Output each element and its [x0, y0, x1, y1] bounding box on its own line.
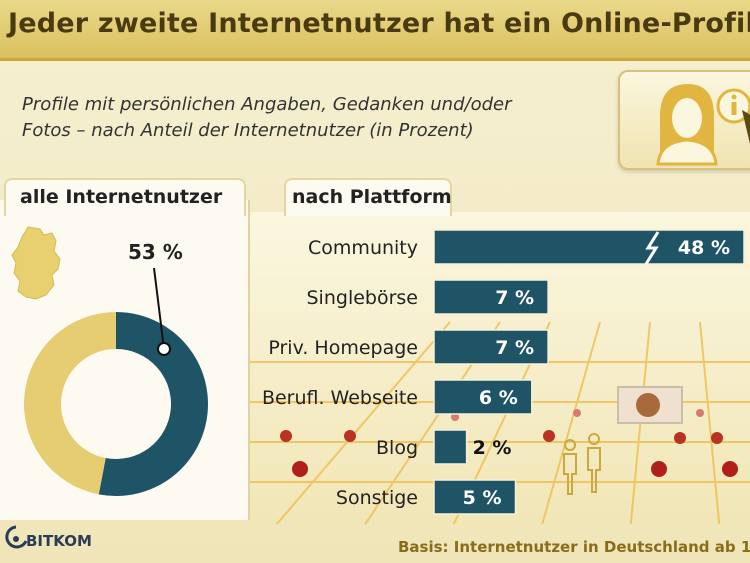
donut-chart — [24, 267, 209, 497]
subtitle: Profile mit persönlichen Angaben, Gedank… — [22, 92, 582, 144]
donut-leader-line — [153, 267, 165, 350]
bar-0 — [433, 229, 745, 265]
floor-grid — [250, 321, 750, 533]
bar-chart: Community 48 % Singlebörse 7 % Priv. Homepag… — [262, 229, 745, 515]
bar-category-label-0: Community — [308, 237, 418, 259]
bar-value-label-1: 7 % — [495, 287, 534, 309]
tab-alle-internetnutzer — [4, 178, 246, 216]
bar-value-label-5: 5 % — [463, 487, 502, 509]
bar-category-label-1: Singlebörse — [307, 287, 419, 309]
info-icon — [716, 88, 750, 124]
cursor-arrow-icon — [742, 110, 750, 144]
tab-alle-internetnutzer-label: alle Internetnutzer — [20, 186, 223, 208]
bar-category-label-3: Berufl. Webseite — [262, 387, 418, 409]
subtitle-line-2: Fotos – nach Anteil der Internetnutzer (… — [22, 120, 474, 141]
bar-category-label-5: Sonstige — [336, 487, 418, 509]
bar-value-label-2: 7 % — [495, 337, 534, 359]
bar-value-label-4: 2 % — [473, 437, 512, 459]
subtitle-line-1: Profile mit persönlichen Angaben, Gedank… — [22, 94, 512, 115]
lightning-icon — [644, 231, 660, 265]
people-figures-icon — [563, 433, 601, 495]
tab-nach-plattform-label: nach Plattform — [292, 186, 452, 208]
photo-card — [617, 386, 683, 424]
bar-value-label-3: 6 % — [479, 387, 518, 409]
bar-4 — [433, 429, 468, 465]
bar-category-label-4: Blog — [376, 437, 418, 459]
decor-spheres — [280, 409, 738, 477]
bar-5 — [433, 479, 517, 515]
title-bar — [0, 0, 750, 61]
germany-map-icon — [11, 226, 61, 300]
tab-nach-plattform — [284, 178, 452, 216]
bar-2 — [433, 329, 549, 365]
footnote: Basis: Internetnutzer in Deutschland ab … — [398, 538, 750, 556]
donut-slice-rest — [24, 312, 117, 495]
bar-value-label-0: 48 % — [678, 237, 730, 259]
page-title: Jeder zweite Internetnutzer hat ein Onli… — [8, 8, 750, 39]
profile-card — [618, 70, 750, 170]
donut-leader-dot — [157, 342, 171, 356]
donut-slice-internetnutzer-mit-profil — [98, 312, 209, 497]
bitkom-logo-icon — [5, 525, 28, 549]
bar-category-label-2: Priv. Homepage — [268, 337, 418, 359]
profile-avatar-icon — [656, 84, 718, 166]
donut-data-label: 53 % — [128, 240, 183, 264]
bar-3 — [433, 379, 533, 415]
bitkom-logo-text: BITKOM — [26, 532, 92, 550]
bar-1 — [433, 279, 549, 315]
